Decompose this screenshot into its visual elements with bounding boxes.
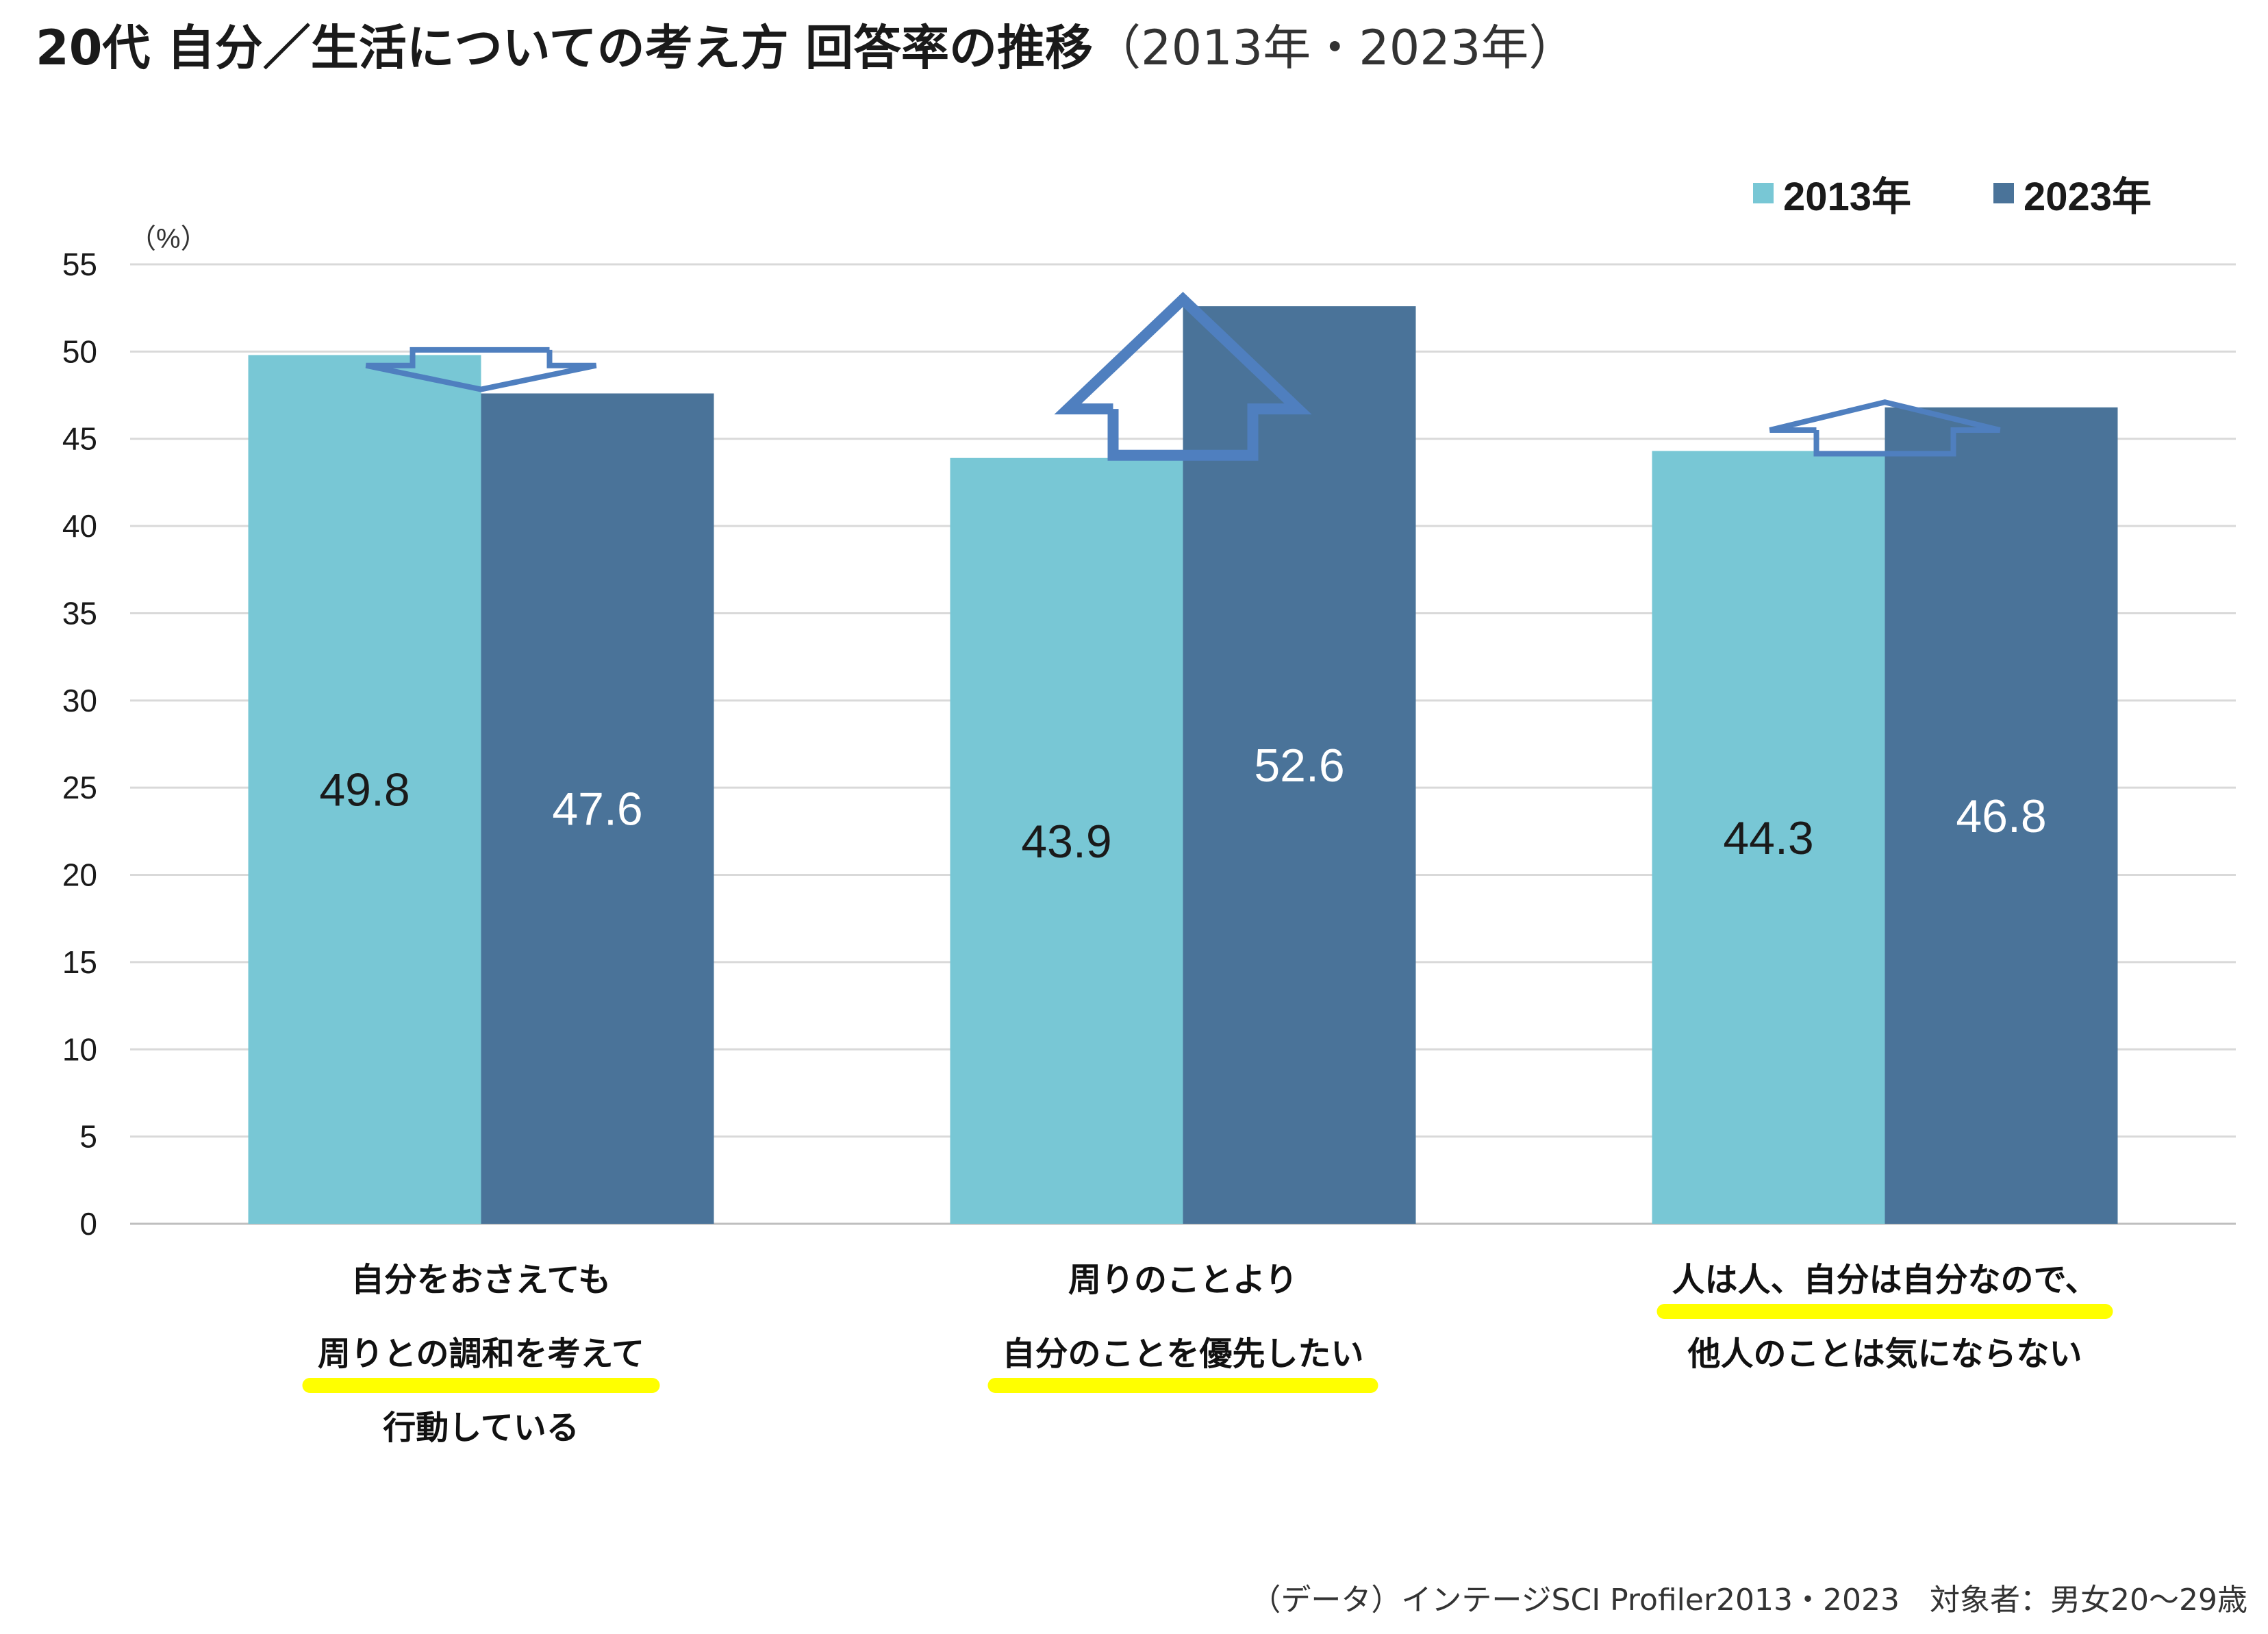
legend-swatch-2013 bbox=[1752, 183, 1774, 203]
legend-label-2023: 2023年 bbox=[2023, 175, 2152, 219]
legend-item-2023: 2023年 bbox=[1993, 164, 2152, 222]
change-arrow-up-icon bbox=[1769, 399, 2001, 457]
y-tick-label: 55 bbox=[62, 247, 97, 282]
data-source-note: （データ）インテージSCI Profiler2013・2023 対象者：男女20… bbox=[1250, 1583, 2247, 1618]
data-label: 44.3 bbox=[1723, 812, 1813, 864]
y-tick-label: 30 bbox=[62, 683, 97, 718]
y-tick-label: 20 bbox=[62, 857, 97, 893]
data-label: 52.6 bbox=[1254, 740, 1344, 792]
legend-swatch-2023 bbox=[1993, 183, 2014, 203]
bar-2023年-0 bbox=[481, 393, 714, 1224]
chart-title-main: 20代 自分／生活についての考え方 回答率の推移 bbox=[36, 20, 1094, 76]
y-tick-label: 50 bbox=[62, 334, 97, 369]
data-label: 43.9 bbox=[1021, 816, 1111, 868]
bar-2023年-2 bbox=[1885, 407, 2118, 1224]
category-label: 人は人、自分は自分なので、 bbox=[1672, 1261, 2097, 1299]
chart-title: 20代 自分／生活についての考え方 回答率の推移（2013年・2023年） bbox=[36, 14, 1576, 82]
y-tick-label: 0 bbox=[79, 1206, 97, 1242]
bar-2013年-1 bbox=[950, 457, 1183, 1224]
y-tick-label: 15 bbox=[62, 944, 97, 980]
category-label: 行動している bbox=[383, 1409, 579, 1447]
change-arrow-up-icon bbox=[1054, 292, 1312, 461]
y-tick-label: 10 bbox=[62, 1031, 97, 1067]
y-tick-label: 40 bbox=[62, 508, 97, 544]
y-tick-label: 35 bbox=[62, 595, 97, 631]
legend-item-2013: 2013年 bbox=[1752, 164, 1911, 222]
data-label: 47.6 bbox=[552, 783, 642, 835]
chart-title-sub: （2013年・2023年） bbox=[1093, 20, 1577, 76]
y-tick-label: 45 bbox=[62, 421, 97, 457]
y-tick-label: 25 bbox=[62, 770, 97, 805]
data-label: 49.8 bbox=[319, 764, 410, 816]
change-arrow-down-icon bbox=[365, 347, 597, 392]
y-tick-label: 5 bbox=[79, 1119, 97, 1155]
category-label: 自分のことを優先したい bbox=[1002, 1335, 1363, 1373]
category-label: 他人のことは気にならない bbox=[1687, 1335, 2082, 1373]
legend: 2013年 2023年 bbox=[1752, 164, 2152, 222]
bar-2013年-2 bbox=[1652, 451, 1885, 1224]
y-axis-unit-label: （%） bbox=[129, 224, 208, 254]
category-label: 周りのことより bbox=[1068, 1261, 1298, 1299]
legend-label-2013: 2013年 bbox=[1782, 175, 1911, 219]
data-label: 46.8 bbox=[1956, 790, 2046, 842]
bar-2013年-0 bbox=[248, 355, 481, 1224]
category-label: 周りとの調和を考えて bbox=[318, 1335, 644, 1373]
category-label: 自分をおさえても bbox=[351, 1261, 611, 1299]
